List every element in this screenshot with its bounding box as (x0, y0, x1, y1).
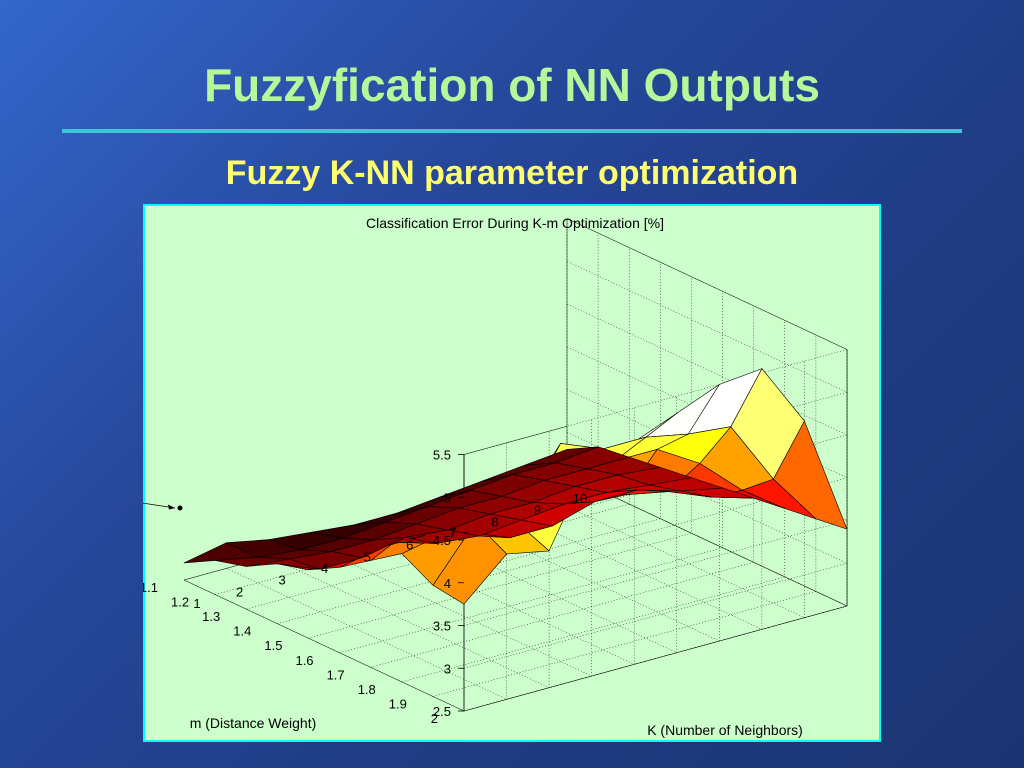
surface-chart: 2.5 3 3.5 4 4.5 5 5.5 1 2 3 4 5 6 7 8 9 10 1.1 1.2 1.3 1.4 1.… (143, 206, 879, 740)
grid-line-z (463, 474, 848, 712)
m-tick-label: 1.7 (327, 667, 345, 682)
k-tick-label: 2 (236, 584, 243, 599)
k-tick-label: 5 (364, 549, 371, 564)
surface-mesh (183, 368, 848, 605)
grid-line-m (339, 291, 723, 654)
m-tick-label: 1.1 (143, 580, 158, 595)
y-axis-label: m (Distance Weight) (190, 715, 317, 731)
z-tick-label: 3 (444, 661, 451, 676)
grid-line-k (566, 349, 848, 607)
k-tick-label: 4 (321, 561, 328, 576)
optimal-point-arrowhead (168, 504, 175, 510)
grid-line-z (463, 346, 848, 584)
slide-title: Fuzzyfication of NN Outputs (204, 59, 820, 111)
optimal-point-marker (177, 505, 183, 511)
k-tick-label: 3 (278, 573, 285, 588)
surface-patch (183, 542, 258, 564)
z-tick-label: 2.5 (433, 704, 451, 719)
z-tick-label: 4 (444, 576, 451, 591)
grid-line-z (463, 303, 848, 541)
chart-labels: 2.5 3 3.5 4 4.5 5 5.5 1 2 3 4 5 6 7 8 9 10 1.1 1.2 1.3 1.4 1.… (143, 448, 587, 726)
title-divider (62, 129, 962, 133)
z-tick-label: 3.5 (433, 619, 451, 634)
k-tick-label: 8 (491, 514, 498, 529)
z-tick-label: 5.5 (433, 448, 451, 463)
grid-line-m (401, 320, 786, 683)
grid-line-m (308, 276, 692, 639)
m-tick-label: 2 (431, 711, 438, 726)
grid-line-m (370, 305, 754, 668)
z-tick-label: 5 (444, 490, 451, 505)
x-axis-label: K (Number of Neighbors) (647, 722, 803, 738)
k-tick-label: 6 (406, 538, 413, 553)
k-tick-label: 10 (573, 491, 587, 506)
m-tick-label: 1.4 (233, 624, 251, 639)
grid-line-z (463, 218, 848, 455)
k-tick-label: 7 (449, 526, 456, 541)
k-tick-label: 9 (534, 503, 541, 518)
m-tick-label: 1.9 (389, 696, 407, 711)
m-tick-label: 1.3 (202, 609, 220, 624)
grid-line-m (432, 334, 817, 697)
m-tick-label: 1.2 (171, 595, 189, 610)
z-tick-label: 4.5 (433, 533, 451, 548)
m-tick-label: 1.6 (295, 653, 313, 668)
m-tick-label: 1.8 (358, 682, 376, 697)
slide-subtitle: Fuzzy K-NN parameter optimization (225, 154, 799, 192)
chart-frame: 2.5 3 3.5 4 4.5 5 5.5 1 2 3 4 5 6 7 8 9 10 1.1 1.2 1.3 1.4 1.… (143, 204, 881, 742)
k-tick-label: 1 (193, 596, 200, 611)
grid-line-m (246, 247, 630, 610)
grid-line-m (277, 262, 661, 624)
m-tick-label: 1.5 (264, 638, 282, 653)
chart-title: Classification Error During K-m Optimiza… (366, 215, 664, 231)
